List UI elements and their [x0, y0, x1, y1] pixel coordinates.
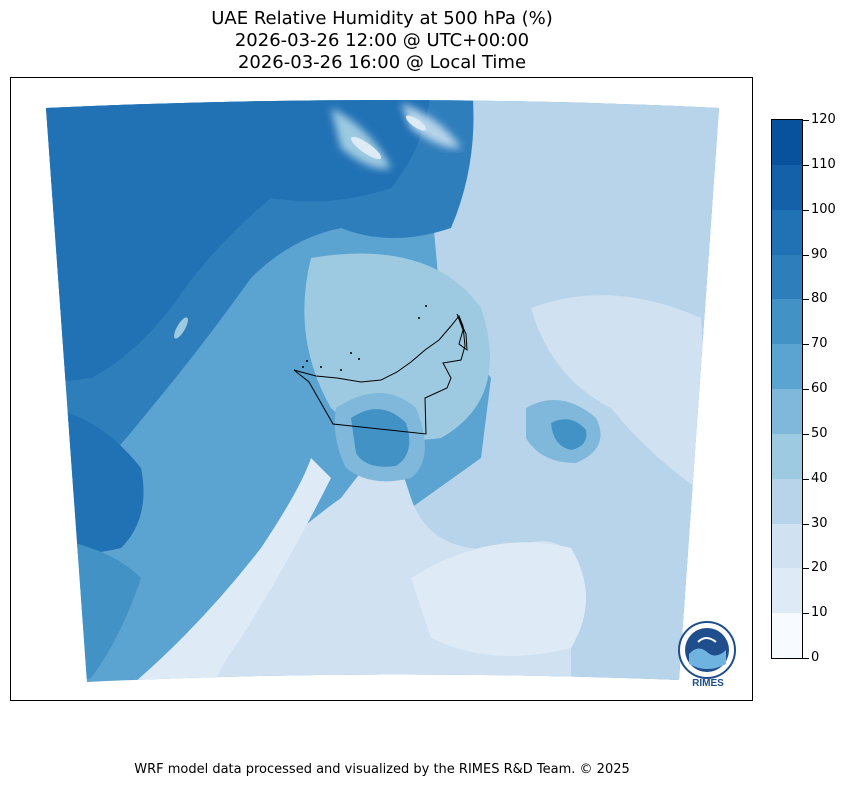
rimes-logo: RIMES: [676, 620, 740, 690]
colorbar-segment: [772, 209, 802, 255]
musandam-outline: [456, 313, 468, 352]
colorbar-tick-label: 70: [811, 336, 828, 352]
colorbar-tick: [803, 344, 809, 346]
field-dry-spot: [350, 136, 382, 160]
chart-title-line1: UAE Relative Humidity at 500 hPa (%): [211, 8, 553, 29]
field-dry-spot: [405, 115, 427, 131]
colorbar-tick: [803, 254, 809, 256]
colorbar-tick-label: 60: [811, 381, 828, 396]
colorbar-segment: [772, 254, 802, 300]
colorbar-segment: [772, 164, 802, 210]
map-frame: [10, 77, 753, 701]
colorbar-tick-label: 110: [811, 156, 836, 172]
colorbar-segment: [772, 298, 802, 345]
field-north-streak-2: [401, 103, 461, 149]
chart-title-line2: 2026-03-26 12:00 @ UTC+00:00: [234, 30, 530, 51]
colorbar-tick: [803, 478, 809, 480]
colorbar-segment: [772, 478, 802, 524]
logo-text: RIMES: [692, 678, 724, 689]
field-southeast-verydry: [411, 542, 586, 656]
colorbar-segment: [772, 388, 802, 434]
colorbar-tick-label: 80: [811, 291, 828, 307]
colorbar-tick-label: 20: [811, 560, 828, 576]
colorbar-tick-label: 120: [811, 112, 836, 127]
colorbar-segment: [772, 523, 802, 569]
colorbar-tick: [803, 389, 809, 390]
colorbar-tick-label: 40: [811, 470, 828, 486]
colorbar-tick: [803, 299, 809, 301]
colorbar-segment: [772, 343, 802, 389]
coastal-islands: [302, 305, 427, 371]
colorbar-tick-label: 0: [811, 650, 820, 665]
colorbar-tick: [803, 209, 809, 211]
field-northwest-verywet: [46, 100, 431, 388]
field-east-drier: [531, 295, 711, 498]
uae-border: [293, 315, 466, 435]
field-oman-wet: [551, 419, 587, 450]
field-southwest-verydry: [111, 458, 331, 682]
colorbar-tick: [803, 568, 809, 570]
colorbar-tick-label: 30: [811, 515, 828, 531]
footer-credit: WRF model data processed and visualized …: [134, 762, 630, 777]
colorbar-tick-label: 100: [811, 201, 836, 217]
colorbar-tick: [803, 658, 809, 659]
colorbar-segment: [772, 119, 802, 165]
field-dry-spot: [174, 317, 188, 339]
colorbar-tick: [803, 164, 809, 166]
colorbar-tick-label: 50: [811, 425, 828, 441]
humidity-map: [46, 100, 719, 682]
colorbar-tick: [803, 523, 809, 525]
field-gulf-mid: [304, 253, 490, 440]
colorbar-tick: [803, 613, 809, 615]
colorbar-tick-label: 90: [811, 246, 828, 262]
colorbar: [771, 119, 803, 659]
colorbar-tick: [803, 433, 809, 435]
chart-title-line3: 2026-03-26 16:00 @ Local Time: [237, 52, 527, 73]
colorbar-segment: [772, 433, 802, 479]
colorbar-segment: [772, 567, 802, 614]
colorbar-segment: [772, 612, 802, 658]
colorbar-tick: [803, 120, 809, 121]
colorbar-tick-label: 10: [811, 605, 828, 621]
field-uae-wet: [351, 409, 410, 467]
